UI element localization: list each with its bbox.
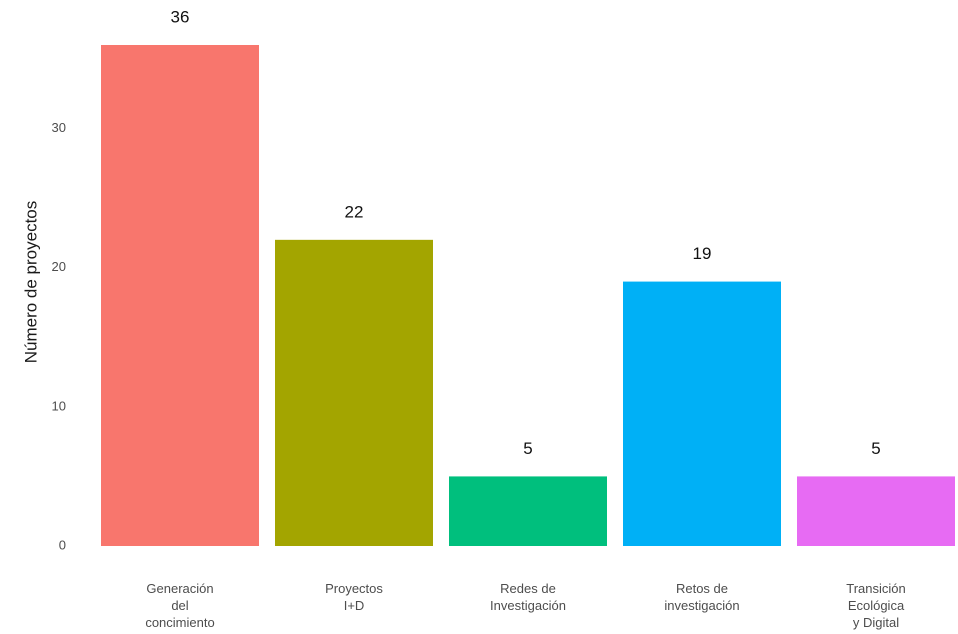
y-tick-label: 0 [59, 537, 66, 552]
value-label: 19 [693, 244, 712, 263]
y-tick-label: 20 [52, 259, 66, 274]
x-tick-label: Generación del concimiento [145, 581, 215, 630]
x-tick-label: Transición Ecológica y Digital [846, 581, 906, 630]
bar [449, 476, 607, 546]
x-tick-label: Proyectos I+D [325, 581, 383, 613]
bar [797, 476, 955, 546]
x-tick-label: Redes de Investigación [490, 581, 566, 613]
y-tick-label: 10 [52, 398, 66, 413]
y-tick-label: 30 [52, 120, 66, 135]
x-tick-label: Retos de investigación [664, 581, 740, 613]
bar [623, 281, 781, 546]
value-label: 5 [871, 439, 880, 458]
bar [275, 239, 433, 547]
value-label: 36 [171, 7, 190, 26]
y-axis-title: Número de proyectos [21, 201, 40, 364]
value-label: 5 [523, 439, 532, 458]
value-label: 22 [345, 202, 364, 221]
bar [101, 45, 259, 546]
